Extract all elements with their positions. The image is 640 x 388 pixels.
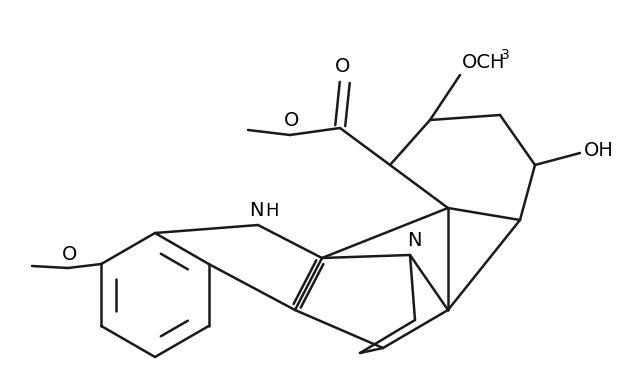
Text: O: O xyxy=(62,244,77,263)
Text: N: N xyxy=(407,232,421,251)
Text: O: O xyxy=(335,57,351,76)
Text: H: H xyxy=(265,202,279,220)
Text: 3: 3 xyxy=(501,48,509,62)
Text: OH: OH xyxy=(584,142,614,161)
Text: N: N xyxy=(249,201,263,220)
Text: O: O xyxy=(284,111,300,130)
Text: OCH: OCH xyxy=(462,52,506,71)
